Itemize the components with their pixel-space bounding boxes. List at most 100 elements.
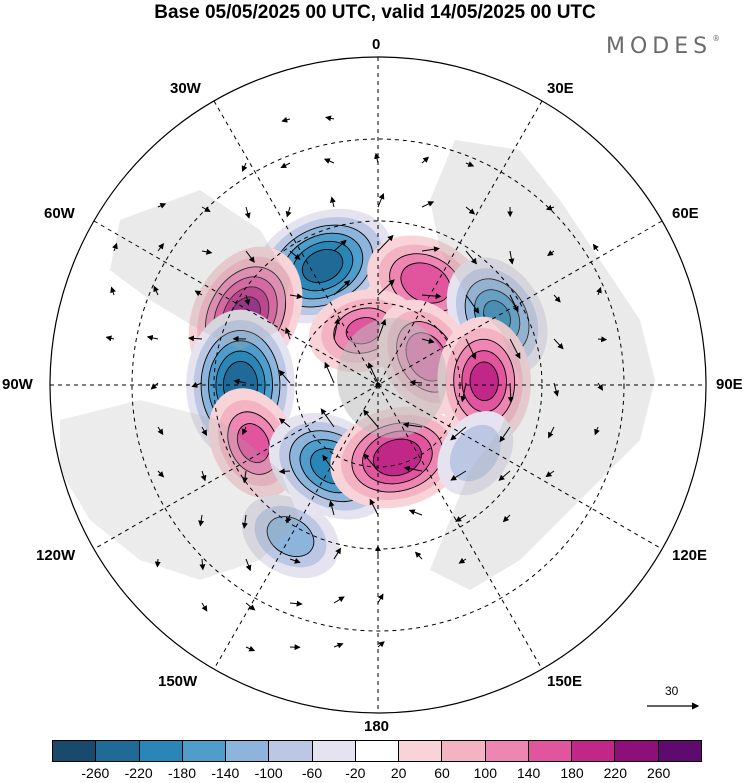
wind-vector-56 [333, 547, 342, 560]
colorbar-label-12: 220 [603, 765, 628, 781]
wind-vector-48 [329, 196, 336, 208]
colorbar-swatch-12 [572, 741, 616, 761]
wind-vector-105 [545, 470, 555, 478]
colorbar-label-7: 20 [390, 765, 407, 781]
wind-vector-21 [241, 162, 248, 172]
wind-vector-0 [112, 242, 118, 252]
colorbar-label-1: -220 [124, 765, 153, 781]
wind-vector-30 [245, 558, 252, 572]
wind-vector-77 [402, 422, 423, 428]
wind-vector-100 [547, 250, 555, 257]
wind-vector-79 [408, 509, 423, 516]
brand-mark: ® [712, 34, 721, 43]
anomaly-low-east-asia [437, 411, 514, 496]
map-boundary [49, 56, 707, 714]
colorbar-swatch-0 [53, 741, 97, 761]
colorbar-label-13: 260 [646, 765, 671, 781]
wind-vector-24 [244, 294, 251, 306]
wind-vector-55 [328, 500, 335, 516]
lon-label-90e: 90E [716, 376, 743, 393]
wind-vector-5 [153, 285, 159, 296]
wind-vector-29 [241, 514, 248, 529]
colorbar-swatch-9 [442, 741, 486, 761]
wind-vector-75 [421, 337, 435, 344]
wind-vector-36 [289, 250, 301, 260]
wind-vector-104 [548, 426, 555, 439]
wind-vector-26 [233, 378, 247, 385]
wind-vector-52 [324, 361, 335, 384]
wind-vector-96 [499, 426, 511, 443]
colorbar [52, 740, 702, 762]
wind-vector-98 [502, 514, 511, 523]
lon-label-150w: 150W [158, 673, 198, 690]
meridian-60e-120w [93, 220, 663, 550]
meridian-30e-150w [213, 100, 543, 670]
north-america-land [60, 400, 300, 580]
wind-vector-83 [465, 250, 478, 265]
wind-vector-65 [363, 409, 379, 428]
wind-vector-85 [465, 338, 477, 360]
colorbar-swatch-7 [355, 741, 400, 761]
wind-vector-99 [545, 204, 555, 211]
wind-vector-110 [594, 426, 600, 436]
wind-vector-63 [377, 318, 387, 340]
wind-vector-86 [460, 382, 467, 403]
wind-vector-46 [325, 115, 335, 122]
wind-vector-58 [333, 642, 344, 649]
wind-vector-16 [201, 426, 207, 436]
contour-low-east-asia-1 [449, 424, 501, 482]
wind-vector-22 [244, 206, 251, 219]
lon-label-60e: 60E [672, 205, 699, 222]
contour-high-central-asia-4 [469, 361, 499, 402]
wind-vector-9 [157, 470, 165, 478]
wind-vector-107 [596, 286, 602, 296]
colorbar-label-8: 60 [434, 765, 450, 781]
wind-vector-50 [333, 280, 351, 296]
colorbar-label-9: 100 [473, 765, 498, 781]
anomaly-high-central-asia [437, 316, 531, 446]
wind-vector-74 [421, 293, 442, 300]
wind-vector-10 [154, 558, 161, 568]
wind-vector-53 [320, 408, 335, 428]
graticule [50, 57, 706, 713]
colorbar-label-2: -180 [167, 765, 197, 781]
meridian-60w-120e [93, 220, 663, 550]
north-pole-dot [375, 382, 381, 388]
colorbar-label-4: -100 [254, 765, 283, 781]
wind-vector-108 [597, 336, 608, 343]
wind-vector-109 [597, 382, 604, 391]
wind-vector-71 [421, 156, 430, 164]
wind-vector-69 [377, 593, 384, 604]
wind-vector-34 [280, 162, 291, 168]
wind-vector-80 [414, 551, 423, 560]
colorbar-labels: -260 -220 -180 -140 -100 -60 -20 20 60 100 140 180 2… [52, 765, 702, 783]
wind-vector-1 [110, 286, 116, 296]
wind-vector-97 [498, 470, 511, 481]
chart-title: Base 05/05/2025 00 UTC, valid 14/05/2025… [154, 2, 596, 23]
wind-vector-89 [455, 514, 467, 522]
wind-vector-14 [187, 335, 203, 342]
colorbar-swatch-4 [226, 741, 270, 761]
wind-vector-2 [105, 335, 115, 342]
colorbar-label-5: -60 [301, 765, 323, 781]
wind-vector-67 [369, 498, 379, 516]
wind-vector-81 [465, 161, 475, 167]
colorbar-swatch-13 [615, 741, 659, 761]
wind-vector-8 [157, 426, 164, 436]
wind-vector-87 [450, 426, 467, 441]
brand-logo: MODES® [606, 34, 720, 59]
wind-vector-44 [289, 600, 303, 607]
wind-vector-49 [333, 239, 347, 252]
wind-vector-51 [333, 317, 340, 340]
colorbar-swatch-10 [485, 741, 529, 761]
wind-vector-90 [458, 557, 467, 564]
arctic-region [337, 318, 447, 438]
colorbar-swatch-14 [658, 741, 701, 761]
colorbar-swatch-6 [312, 741, 356, 761]
anomaly-low-pacific-south [241, 495, 340, 579]
reference-vector-label: 30 [665, 684, 679, 698]
wind-vector-28 [242, 470, 249, 484]
wind-vector-23 [245, 250, 255, 263]
lon-label-150e: 150E [547, 673, 583, 690]
wind-vector-3 [157, 203, 167, 209]
